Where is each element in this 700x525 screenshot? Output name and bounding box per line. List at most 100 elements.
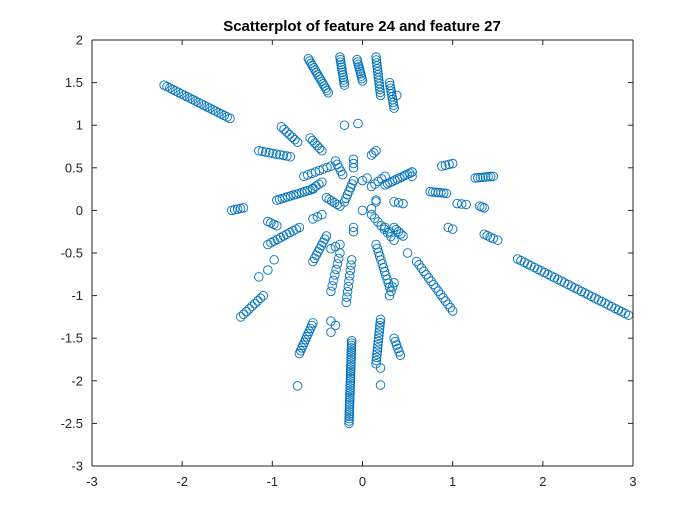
data-point <box>344 406 355 417</box>
data-point <box>332 199 343 210</box>
x-tick-label: -1 <box>267 474 279 489</box>
data-point <box>182 91 192 102</box>
y-tick-label: -1 <box>71 288 83 303</box>
x-tick-label: 3 <box>629 474 636 489</box>
data-point <box>236 312 246 322</box>
data-point <box>269 255 279 265</box>
data-point <box>346 343 357 353</box>
data-point <box>271 149 282 159</box>
data-point <box>416 263 427 273</box>
data-point <box>371 195 381 205</box>
data-point <box>348 158 359 169</box>
data-point <box>444 159 454 170</box>
data-point <box>167 84 178 95</box>
data-point <box>426 276 436 287</box>
data-point <box>310 138 320 148</box>
data-point <box>366 181 377 192</box>
data-point <box>344 399 355 410</box>
data-point <box>328 275 339 286</box>
data-point <box>393 197 404 208</box>
data-point <box>456 199 467 209</box>
data-point <box>210 106 221 116</box>
data-point <box>407 167 417 177</box>
data-point <box>317 146 327 156</box>
data-point <box>254 272 264 282</box>
data-point <box>268 148 278 159</box>
data-point <box>373 217 383 227</box>
data-point <box>312 212 323 222</box>
data-point <box>272 220 282 231</box>
data-point <box>345 378 356 389</box>
data-point <box>373 333 384 344</box>
data-point <box>342 287 353 297</box>
y-tick-label: -1.5 <box>61 331 83 346</box>
data-point <box>369 213 380 224</box>
data-point <box>389 235 399 245</box>
data-point <box>440 296 451 306</box>
data-point <box>335 248 345 258</box>
data-point <box>478 172 488 183</box>
data-point <box>326 243 336 254</box>
chart-title: Scatterplot of feature 24 and feature 27 <box>223 18 501 35</box>
data-point <box>357 175 368 186</box>
data-point <box>346 361 356 372</box>
y-tick-label: -3 <box>71 459 83 474</box>
data-point <box>257 146 268 157</box>
data-point <box>307 135 318 146</box>
data-point <box>159 80 169 90</box>
data-point <box>348 163 359 173</box>
data-point <box>199 100 209 111</box>
data-point <box>375 321 385 331</box>
data-point <box>345 376 356 386</box>
data-point <box>323 88 333 98</box>
data-point <box>374 324 385 334</box>
data-point <box>475 172 486 183</box>
data-point <box>345 373 356 384</box>
y-tick-label: -2.5 <box>61 416 83 431</box>
data-point <box>480 172 491 182</box>
data-point <box>327 281 337 291</box>
data-point <box>479 203 489 213</box>
data-point <box>438 293 448 303</box>
data-point <box>443 299 453 310</box>
data-point <box>366 203 377 214</box>
data-point <box>324 194 334 205</box>
data-point <box>372 349 382 360</box>
data-point <box>389 103 399 113</box>
data-point <box>327 196 337 206</box>
data-point <box>346 340 357 351</box>
data-point <box>438 188 449 198</box>
data-point <box>202 102 212 112</box>
data-point <box>402 169 412 180</box>
data-point <box>375 314 386 325</box>
data-point <box>344 276 354 286</box>
data-point <box>247 301 257 312</box>
data-point <box>187 94 198 105</box>
data-point <box>343 281 354 292</box>
data-point <box>419 266 429 277</box>
data-point <box>346 357 356 367</box>
data-point <box>345 387 355 398</box>
data-point <box>344 418 354 429</box>
data-point <box>308 318 318 328</box>
data-point <box>345 380 355 391</box>
data-point <box>398 198 408 209</box>
data-point <box>244 304 254 314</box>
data-point <box>346 354 356 365</box>
data-point <box>185 93 195 103</box>
data-point <box>345 383 355 393</box>
data-point <box>375 380 386 390</box>
data-point <box>346 350 356 360</box>
data-point <box>346 255 357 265</box>
data-point <box>344 402 355 412</box>
data-point <box>275 149 285 160</box>
data-point <box>287 132 297 142</box>
data-point <box>346 345 357 355</box>
data-point <box>308 184 318 194</box>
data-point <box>285 151 296 162</box>
data-point <box>250 298 260 309</box>
data-point <box>346 364 356 374</box>
data-point <box>330 241 341 252</box>
